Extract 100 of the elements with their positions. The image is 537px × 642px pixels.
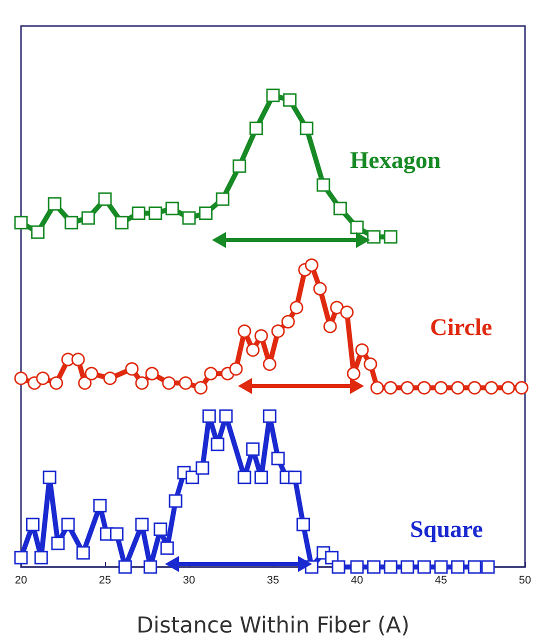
point <box>132 206 146 220</box>
point <box>304 258 318 272</box>
point <box>84 366 98 380</box>
point <box>42 470 56 484</box>
point <box>168 494 182 508</box>
point <box>238 470 252 484</box>
point <box>144 560 158 574</box>
point <box>370 381 384 395</box>
point <box>281 314 295 328</box>
point <box>232 159 246 173</box>
point <box>346 366 360 380</box>
point <box>340 306 354 320</box>
point <box>254 470 268 484</box>
point <box>64 216 78 230</box>
point <box>296 518 310 532</box>
point <box>484 381 498 395</box>
point <box>367 230 381 244</box>
point <box>333 202 347 216</box>
point <box>178 376 192 390</box>
point <box>14 216 28 230</box>
x-tick-label: 45 <box>434 574 448 586</box>
point <box>434 560 448 574</box>
point <box>186 470 200 484</box>
point <box>262 409 276 423</box>
point <box>238 324 252 338</box>
point <box>451 381 465 395</box>
series-label: Hexagon <box>350 148 441 174</box>
point <box>48 197 62 211</box>
point <box>481 560 495 574</box>
point <box>110 527 124 541</box>
point <box>71 352 85 366</box>
point <box>135 518 149 532</box>
point <box>31 225 45 239</box>
series-label: Square <box>410 517 484 543</box>
point <box>262 357 276 371</box>
point <box>219 409 233 423</box>
point <box>417 560 431 574</box>
x-tick-label: 35 <box>266 574 280 586</box>
point <box>182 211 196 225</box>
point <box>36 372 50 386</box>
point <box>514 381 528 395</box>
point <box>384 560 398 574</box>
point <box>384 230 398 244</box>
point <box>355 343 369 357</box>
point <box>81 211 95 225</box>
point <box>266 88 280 102</box>
point <box>350 560 364 574</box>
point <box>246 442 260 456</box>
point <box>316 178 330 192</box>
point <box>384 381 398 395</box>
point <box>14 550 28 564</box>
point <box>501 381 515 395</box>
point <box>271 452 285 466</box>
x-tick-label: 30 <box>182 574 196 586</box>
point <box>246 343 260 357</box>
point <box>118 560 132 574</box>
point <box>26 518 40 532</box>
point <box>434 381 448 395</box>
point <box>283 93 297 107</box>
point <box>367 560 381 574</box>
point <box>468 560 482 574</box>
point <box>14 372 28 386</box>
x-axis-title: Distance Within Fiber (A) <box>136 614 410 638</box>
point <box>78 376 92 390</box>
point <box>135 376 149 390</box>
point <box>165 202 179 216</box>
point <box>125 362 139 376</box>
point <box>61 518 75 532</box>
point <box>323 320 337 334</box>
point <box>330 300 344 314</box>
point <box>216 192 230 206</box>
point <box>400 381 414 395</box>
point <box>254 329 268 343</box>
point <box>154 522 168 536</box>
point <box>196 461 210 475</box>
point <box>417 381 431 395</box>
point <box>300 122 314 136</box>
point <box>103 372 117 386</box>
point <box>194 381 208 395</box>
point <box>115 216 129 230</box>
point <box>400 560 414 574</box>
point <box>199 206 213 220</box>
x-tick-label: 50 <box>518 574 532 586</box>
point <box>271 324 285 338</box>
point <box>313 282 327 296</box>
point <box>229 362 243 376</box>
point <box>98 192 112 206</box>
point <box>76 546 90 560</box>
point <box>50 376 64 390</box>
x-tick-label: 40 <box>350 574 364 586</box>
series-label: Circle <box>430 315 493 341</box>
point <box>468 381 482 395</box>
point <box>249 122 263 136</box>
point <box>202 409 216 423</box>
point <box>93 498 107 512</box>
point <box>51 536 65 550</box>
point <box>350 220 364 234</box>
point <box>162 376 176 390</box>
point <box>148 206 162 220</box>
x-tick-label: 25 <box>98 574 112 586</box>
